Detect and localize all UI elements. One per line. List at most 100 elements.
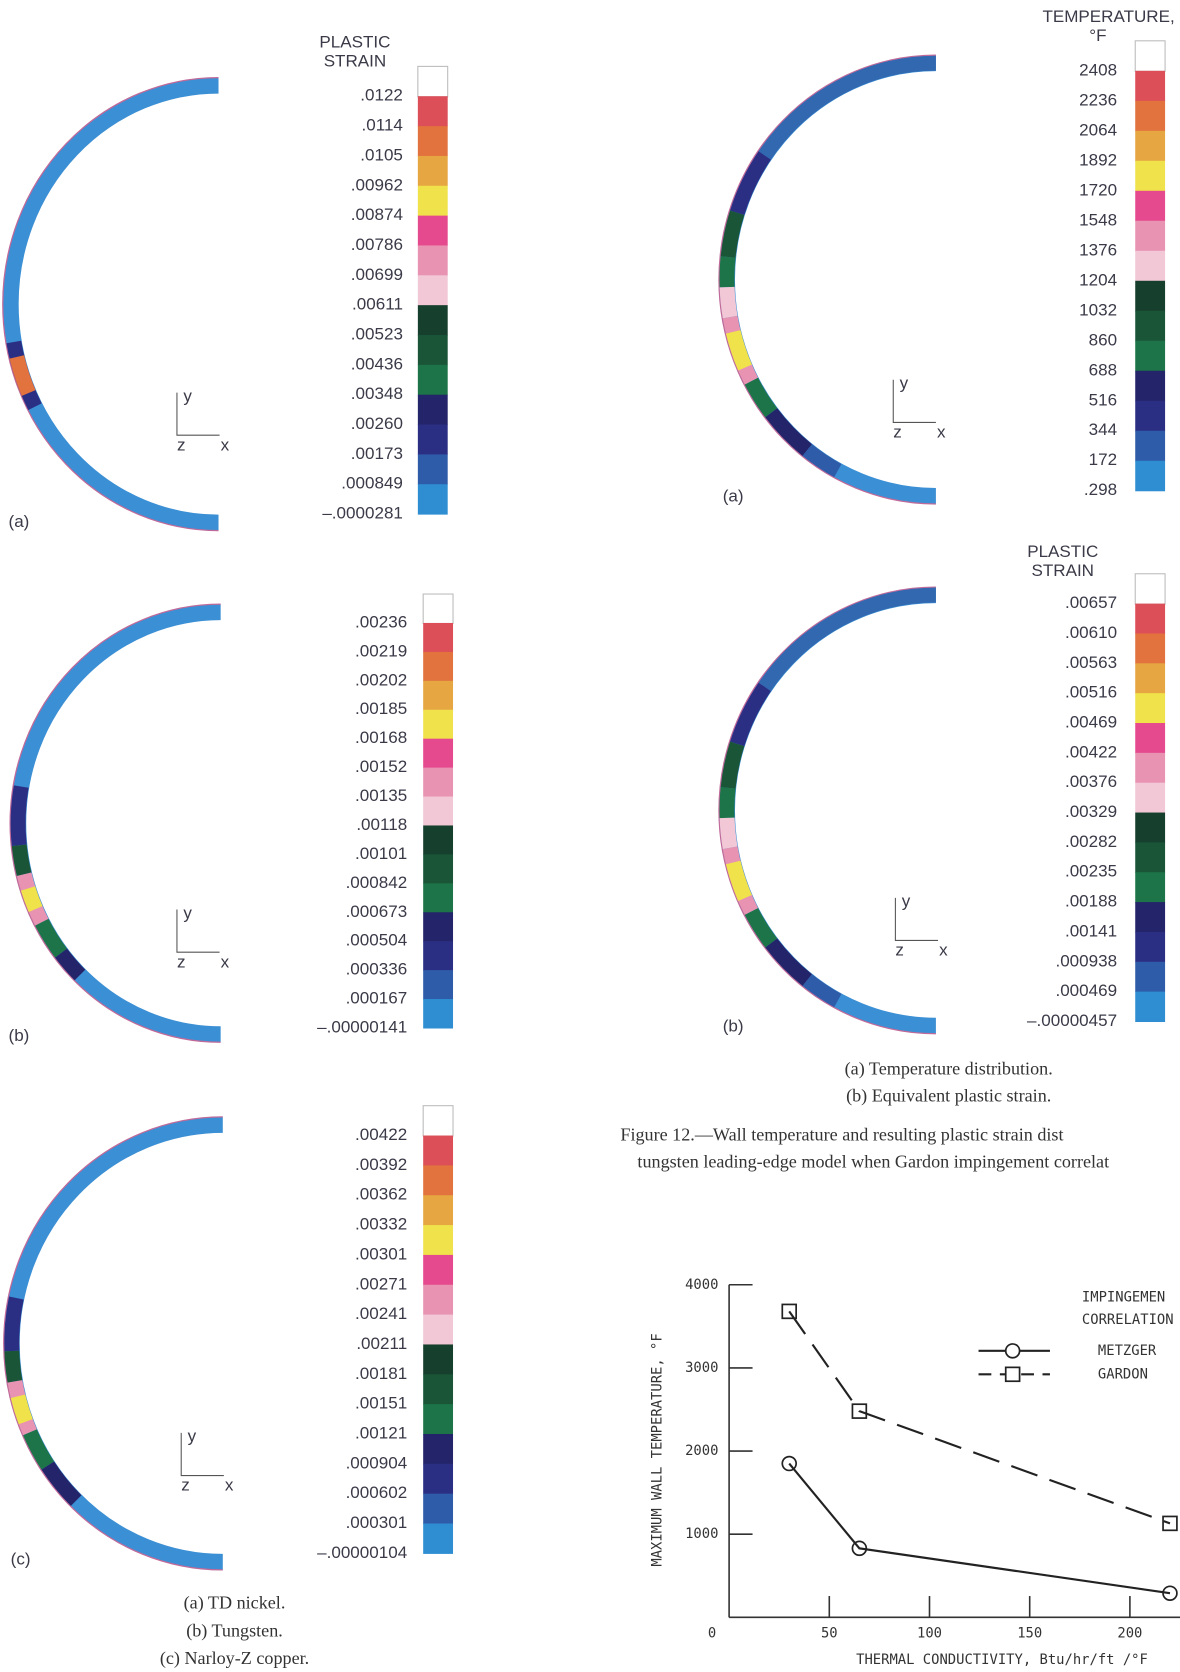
color-swatch bbox=[418, 395, 448, 425]
legend-level: .00469 bbox=[1065, 713, 1117, 732]
color-swatch bbox=[1135, 161, 1165, 192]
legend-level: .00657 bbox=[1065, 593, 1117, 612]
ring-segment bbox=[728, 213, 737, 257]
color-swatch bbox=[423, 1225, 453, 1255]
color-swatch bbox=[1135, 574, 1165, 604]
legend-level: .00260 bbox=[351, 414, 403, 433]
color-swatch bbox=[1135, 461, 1165, 492]
color-swatch bbox=[423, 594, 453, 623]
color-swatch bbox=[423, 1524, 453, 1554]
color-swatch bbox=[423, 1165, 453, 1195]
legend-level: 2064 bbox=[1079, 120, 1117, 139]
legend-level: .00152 bbox=[355, 757, 407, 776]
legend-level: .00611 bbox=[352, 295, 403, 314]
color-swatch bbox=[1135, 311, 1165, 342]
color-swatch bbox=[418, 335, 448, 365]
legend-level: .0105 bbox=[360, 145, 403, 164]
legend-level: .000167 bbox=[346, 989, 408, 1008]
legend-level: .00392 bbox=[355, 1155, 407, 1174]
color-swatch bbox=[423, 1494, 453, 1524]
ring-segment bbox=[12, 1125, 223, 1562]
legend-level: .00101 bbox=[355, 844, 407, 863]
ring-segment bbox=[807, 450, 838, 471]
legend-level: .00516 bbox=[1065, 683, 1117, 702]
ring-segment bbox=[765, 63, 936, 155]
color-swatch bbox=[1135, 341, 1165, 372]
ring-segment bbox=[719, 587, 936, 1034]
x-tick-label: 200 bbox=[1117, 1625, 1142, 1641]
panel-label: (b) bbox=[9, 1026, 30, 1045]
ring-segment bbox=[12, 1298, 17, 1351]
legend-level: .00563 bbox=[1065, 653, 1117, 672]
axis-label: z bbox=[177, 952, 186, 971]
axis-label: x bbox=[221, 435, 230, 454]
legend-title: PLASTIC bbox=[319, 32, 390, 51]
marker bbox=[1006, 1367, 1020, 1381]
caption: (b) Tungsten. bbox=[186, 1620, 283, 1641]
ring-segment bbox=[727, 287, 730, 317]
page: yzx.0122.0114.0105.00962.00874.00786.006… bbox=[0, 0, 1180, 1672]
legend-level: .00786 bbox=[351, 235, 403, 254]
figure-caption: Figure 12.—Wall temperature and resultin… bbox=[620, 1125, 1063, 1145]
color-swatch bbox=[1135, 753, 1165, 783]
legend-level: 1720 bbox=[1079, 180, 1117, 199]
legend-level: .00699 bbox=[351, 265, 403, 284]
legend-level: .000602 bbox=[346, 1483, 408, 1502]
legend-level: –.00000457 bbox=[1027, 1011, 1117, 1030]
legend-level: .00422 bbox=[1065, 742, 1117, 761]
color-swatch bbox=[1135, 401, 1165, 432]
x-tick-label: 100 bbox=[917, 1625, 942, 1641]
legend-title: STRAIN bbox=[1031, 561, 1094, 580]
y-tick-label: 4000 bbox=[685, 1277, 718, 1293]
legend-level: .00181 bbox=[355, 1364, 407, 1383]
legend-level: .000301 bbox=[346, 1513, 408, 1532]
ring-segment bbox=[719, 55, 936, 504]
legend-level: .00301 bbox=[355, 1244, 407, 1263]
legend-level: 344 bbox=[1089, 420, 1117, 439]
color-swatch bbox=[418, 484, 448, 514]
legend-level: .00523 bbox=[351, 325, 403, 344]
ring-segment bbox=[12, 1351, 15, 1381]
axis-label: x bbox=[939, 941, 948, 960]
legend-title: STRAIN bbox=[324, 52, 387, 71]
legend-level: .000842 bbox=[346, 873, 408, 892]
color-swatch bbox=[423, 739, 453, 768]
panel-label: (c) bbox=[11, 1549, 31, 1568]
caption: (a) Temperature distribution. bbox=[845, 1059, 1053, 1080]
legend-level: .000469 bbox=[1055, 981, 1117, 1000]
color-swatch bbox=[1135, 101, 1165, 132]
ring-segment bbox=[733, 332, 745, 368]
legend-level: 1892 bbox=[1079, 150, 1117, 169]
axis-label: x bbox=[937, 423, 946, 442]
y-axis-label: MAXIMUM WALL TEMPERATURE, °F bbox=[650, 1333, 666, 1566]
ring-segment bbox=[751, 381, 771, 413]
x-tick-label: 150 bbox=[1017, 1625, 1042, 1641]
color-swatch bbox=[423, 1404, 453, 1434]
legend-level: –.00000104 bbox=[317, 1543, 407, 1562]
color-swatch bbox=[423, 797, 453, 826]
contour-panel: yzx.00422.00392.00362.00332.00301.00271.… bbox=[4, 1106, 453, 1570]
legend-level: .00173 bbox=[351, 444, 403, 463]
marker bbox=[1006, 1344, 1020, 1358]
legend-level: .00121 bbox=[355, 1423, 407, 1442]
color-swatch bbox=[418, 425, 448, 455]
axis-label: z bbox=[177, 435, 186, 454]
legend-level: 2236 bbox=[1079, 90, 1117, 109]
axis-label: x bbox=[225, 1476, 234, 1495]
legend-title: TEMPERATURE, bbox=[1042, 7, 1174, 26]
color-swatch bbox=[1135, 872, 1165, 902]
ring-segment bbox=[3, 78, 219, 531]
ring-segment bbox=[737, 155, 765, 212]
color-swatch bbox=[423, 623, 453, 652]
color-swatch bbox=[1135, 604, 1165, 634]
legend-level: .00329 bbox=[1065, 802, 1117, 821]
y-tick-label: 1000 bbox=[685, 1526, 718, 1542]
axis-label: z bbox=[893, 423, 902, 442]
legend-level: .00118 bbox=[356, 815, 407, 834]
caption: (c) Narloy-Z copper. bbox=[160, 1648, 309, 1669]
color-swatch bbox=[423, 825, 453, 854]
ring-segment bbox=[18, 612, 220, 1034]
contour-panel: yzx2408223620641892172015481376120410328… bbox=[719, 7, 1175, 506]
